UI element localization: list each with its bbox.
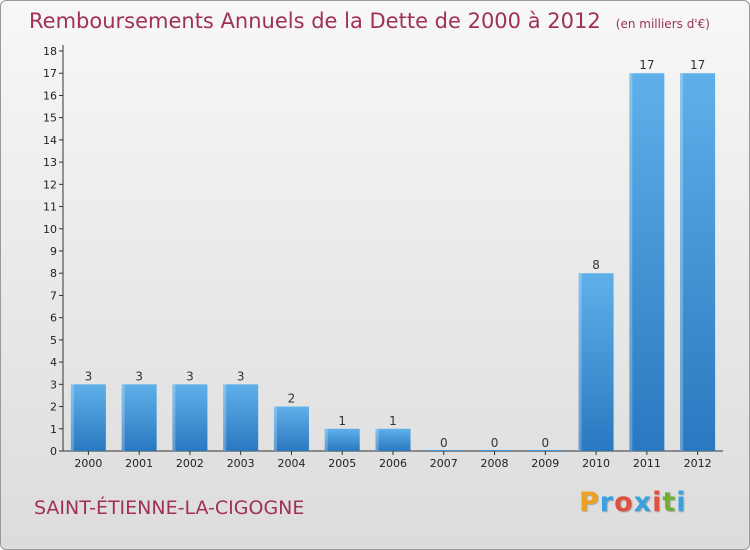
- y-tick-label: 17: [43, 67, 57, 80]
- bar: [477, 450, 513, 451]
- x-tick-label: 2003: [227, 457, 255, 470]
- bar: [70, 384, 106, 451]
- y-tick-label: 6: [50, 312, 57, 325]
- y-tick-label: 1: [50, 423, 57, 436]
- bar: [375, 428, 411, 451]
- y-tick-label: 4: [50, 356, 57, 369]
- bar-highlight: [324, 428, 328, 451]
- data-label: 8: [592, 258, 600, 272]
- bar: [578, 273, 614, 451]
- y-tick-label: 12: [43, 178, 57, 191]
- bar-highlight: [375, 428, 379, 451]
- bar: [629, 73, 665, 451]
- bar: [426, 450, 462, 451]
- proxiti-logo: Proxiti: [579, 487, 687, 518]
- bar: [324, 428, 360, 451]
- x-tick-label: 2012: [684, 457, 712, 470]
- bar: [223, 384, 259, 451]
- data-label: 3: [186, 369, 194, 383]
- y-tick-label: 11: [43, 201, 57, 214]
- logo-letter: i: [652, 487, 663, 518]
- bar: [680, 73, 716, 451]
- y-tick-label: 10: [43, 223, 57, 236]
- bar: [121, 384, 157, 451]
- bar-highlight: [629, 73, 633, 451]
- data-label: 2: [288, 392, 296, 406]
- x-tick-label: 2005: [328, 457, 356, 470]
- y-tick-label: 7: [50, 289, 57, 302]
- labels: 3 2000 3 2001 3 2002 3 2003 2 2004 1 2005 1 2006 0 2007…: [74, 58, 711, 470]
- bar: [172, 384, 208, 451]
- x-tick-label: 2000: [74, 457, 102, 470]
- bars: [70, 73, 716, 451]
- y-tick-label: 14: [43, 134, 57, 147]
- chart-title: Remboursements Annuels de la Dette de 20…: [29, 9, 601, 33]
- y-tick-label: 13: [43, 156, 57, 169]
- y-tick-label: 15: [43, 112, 57, 125]
- data-label: 0: [541, 436, 549, 450]
- data-label: 3: [135, 369, 143, 383]
- logo-letter: i: [676, 487, 687, 518]
- data-label: 17: [690, 58, 705, 72]
- data-label: 1: [338, 414, 346, 428]
- bar: [273, 406, 309, 451]
- data-label: 0: [440, 436, 448, 450]
- logo-letter: t: [662, 487, 677, 518]
- y-tick-label: 3: [50, 378, 57, 391]
- bar-highlight: [273, 406, 277, 451]
- data-label: 3: [237, 369, 245, 383]
- x-tick-label: 2008: [481, 457, 509, 470]
- y-tick-label: 9: [50, 245, 57, 258]
- bar-highlight: [578, 273, 582, 451]
- y-tick-label: 18: [43, 45, 57, 58]
- x-tick-label: 2001: [125, 457, 153, 470]
- data-label: 17: [639, 58, 654, 72]
- bar: [527, 450, 563, 451]
- y-tick-label: 16: [43, 89, 57, 102]
- bar-highlight: [172, 384, 176, 451]
- bar-highlight: [70, 384, 74, 451]
- x-tick-label: 2011: [633, 457, 661, 470]
- logo-letter: o: [614, 487, 634, 518]
- commune-name: SAINT-ÉTIENNE-LA-CIGOGNE: [34, 497, 305, 519]
- title-row: Remboursements Annuels de la Dette de 20…: [29, 9, 710, 33]
- y-tick-label: 8: [50, 267, 57, 280]
- data-label: 3: [85, 369, 93, 383]
- x-tick-label: 2004: [277, 457, 305, 470]
- data-label: 1: [389, 414, 397, 428]
- y-tick-label: 2: [50, 401, 57, 414]
- bar-highlight: [680, 73, 684, 451]
- y-tick-label: 0: [50, 445, 57, 458]
- x-tick-label: 2010: [582, 457, 610, 470]
- bar-highlight: [223, 384, 227, 451]
- logo-letter: r: [599, 487, 615, 518]
- logo-letter: P: [579, 487, 600, 518]
- logo-letter: x: [633, 487, 653, 518]
- y-tick-label: 5: [50, 334, 57, 347]
- x-tick-label: 2007: [430, 457, 458, 470]
- bar-highlight: [121, 384, 125, 451]
- x-tick-label: 2009: [531, 457, 559, 470]
- chart-unit: (en milliers d'€): [615, 17, 710, 31]
- x-tick-label: 2006: [379, 457, 407, 470]
- data-label: 0: [491, 436, 499, 450]
- x-tick-label: 2002: [176, 457, 204, 470]
